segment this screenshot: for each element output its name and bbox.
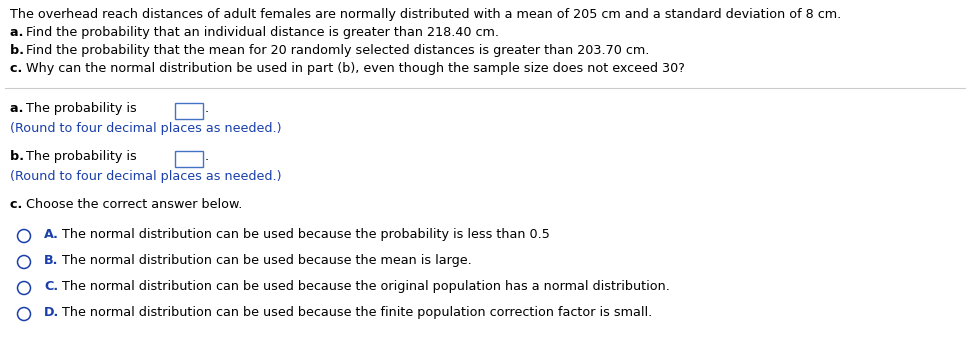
FancyBboxPatch shape: [174, 151, 203, 167]
Text: The normal distribution can be used because the original population has a normal: The normal distribution can be used beca…: [62, 280, 670, 293]
Text: a.: a.: [10, 102, 28, 115]
Text: .: .: [204, 150, 209, 163]
Text: b.: b.: [10, 44, 28, 57]
Text: Why can the normal distribution be used in part (b), even though the sample size: Why can the normal distribution be used …: [26, 62, 684, 75]
Text: The overhead reach distances of adult females are normally distributed with a me: The overhead reach distances of adult fe…: [10, 8, 840, 21]
Text: The normal distribution can be used because the mean is large.: The normal distribution can be used beca…: [62, 254, 471, 267]
Text: (Round to four decimal places as needed.): (Round to four decimal places as needed.…: [10, 122, 281, 135]
Text: C.: C.: [44, 280, 58, 293]
Text: c.: c.: [10, 62, 27, 75]
Text: c.: c.: [10, 198, 27, 211]
Text: Find the probability that the mean for 20 randomly selected distances is greater: Find the probability that the mean for 2…: [26, 44, 648, 57]
Text: b.: b.: [10, 150, 28, 163]
Text: The probability is: The probability is: [26, 150, 141, 163]
Text: B.: B.: [44, 254, 58, 267]
Text: The normal distribution can be used because the finite population correction fac: The normal distribution can be used beca…: [62, 306, 651, 319]
Text: The probability is: The probability is: [26, 102, 141, 115]
Text: The normal distribution can be used because the probability is less than 0.5: The normal distribution can be used beca…: [62, 228, 549, 241]
Text: Choose the correct answer below.: Choose the correct answer below.: [26, 198, 242, 211]
Text: a.: a.: [10, 26, 28, 39]
Text: D.: D.: [44, 306, 59, 319]
Text: .: .: [204, 102, 209, 115]
FancyBboxPatch shape: [174, 103, 203, 119]
Text: (Round to four decimal places as needed.): (Round to four decimal places as needed.…: [10, 170, 281, 183]
Text: A.: A.: [44, 228, 59, 241]
Text: Find the probability that an individual distance is greater than 218.40 cm.: Find the probability that an individual …: [26, 26, 498, 39]
